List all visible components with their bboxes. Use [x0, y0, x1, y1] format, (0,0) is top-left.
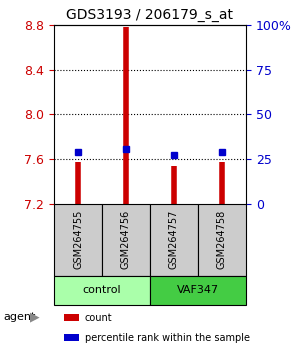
FancyBboxPatch shape	[150, 204, 198, 275]
FancyBboxPatch shape	[102, 204, 150, 275]
Text: GSM264757: GSM264757	[169, 210, 179, 269]
Title: GDS3193 / 206179_s_at: GDS3193 / 206179_s_at	[67, 8, 233, 22]
Text: GSM264758: GSM264758	[217, 210, 227, 269]
FancyBboxPatch shape	[150, 275, 246, 305]
Text: VAF347: VAF347	[177, 285, 219, 295]
Bar	[64, 334, 79, 341]
Text: agent: agent	[3, 312, 35, 322]
Text: percentile rank within the sample: percentile rank within the sample	[85, 333, 250, 343]
Text: GSM264755: GSM264755	[73, 210, 83, 269]
FancyBboxPatch shape	[198, 204, 246, 275]
Text: ▶: ▶	[30, 310, 40, 323]
Bar	[64, 314, 79, 321]
Text: GSM264756: GSM264756	[121, 210, 131, 269]
Text: control: control	[83, 285, 121, 295]
Text: count: count	[85, 313, 112, 322]
FancyBboxPatch shape	[54, 204, 102, 275]
FancyBboxPatch shape	[54, 275, 150, 305]
